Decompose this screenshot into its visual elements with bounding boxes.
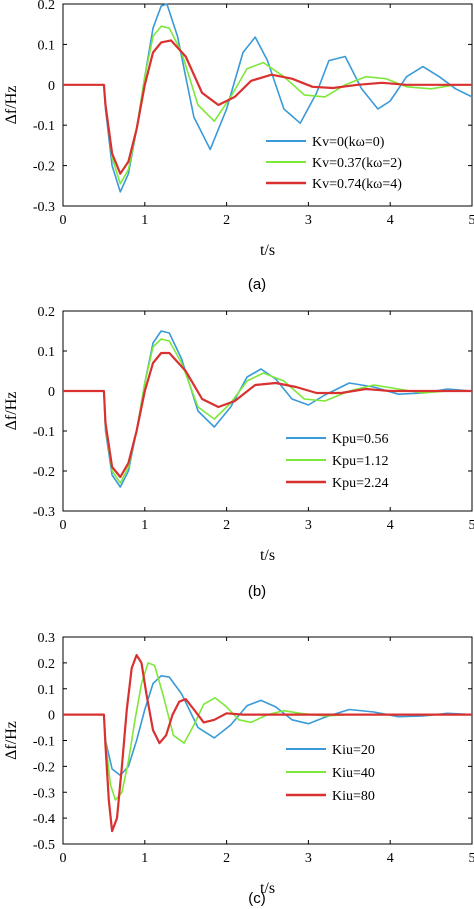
chart-panel-0: 0 1 2 3 4 5 -0.3 -0.2 -0.1 0 0.1 0.2 t/s Δf/Hz (a) Kv=0… [3,0,474,293]
legend: Kpu=0.56 Kpu=1.12 Kpu=2.24 [286,432,389,491]
x-tick-label: 5 [469,213,474,228]
y-tick-label: 0.1 [38,345,56,360]
y-tick-label: 0.1 [38,683,56,698]
y-axis-label: Δf/Hz [3,392,20,431]
y-tick-label: 0.3 [38,631,56,646]
y-tick-label: -0.2 [33,760,55,775]
series-line-0 [63,330,473,488]
legend-entry-0: Kiu=20 [332,743,375,758]
x-tick-label: 0 [60,213,67,228]
y-tick-label: -0.1 [33,735,55,750]
legend-entry-1: Kiu=40 [332,766,375,781]
chart-panel-2: 0 1 2 3 4 5 -0.5 -0.4 -0.3 -0.2 -0.1 0 0.1 0.2 0.3 t/s Δ… [3,631,474,907]
y-tick-label: -0.4 [33,812,55,827]
x-tick-label: 0 [60,851,67,866]
legend-entry-2: Kiu=80 [332,789,375,804]
y-axis-label: Δf/Hz [3,721,20,760]
legend-entry-2: Kpu=2.24 [332,476,389,491]
series-line-2 [63,654,472,833]
y-tick-label: -0.3 [33,200,55,215]
y-axis-label: Δf/Hz [3,86,20,125]
series-line-1 [63,662,472,801]
legend-entry-1: Kv=0.37(kω=2) [312,156,402,171]
panel-caption: (b) [248,583,266,600]
y-tick-label: -0.3 [33,786,55,801]
y-tick-label: 0.2 [38,657,56,672]
y-tick-label: -0.1 [33,119,55,134]
legend-entry-1: Kpu=1.12 [332,454,389,469]
y-tick-label: -0.3 [33,505,55,520]
y-tick-label: 0.2 [38,0,56,13]
x-tick-label: 1 [141,851,148,866]
y-tick-label: 0.1 [38,38,56,53]
y-tick-label: 0 [48,709,55,724]
series-line-2 [63,39,472,175]
x-tick-label: 4 [387,518,394,533]
legend: Kv=0(kω=0) Kv=0.37(kω=2) Kv=0.74(kω=4) [266,135,402,192]
y-tick-label: -0.1 [33,425,55,440]
x-tick-label: 0 [60,518,67,533]
y-tick-label: -0.5 [33,838,55,853]
x-tick-label: 2 [223,851,230,866]
x-axis-label: t/s [260,242,275,259]
x-tick-label: 2 [223,518,230,533]
series-line-0 [63,3,473,193]
x-tick-label: 1 [141,518,148,533]
panel-caption: (a) [248,276,266,293]
x-tick-label: 4 [387,851,394,866]
y-tick-label: 0 [48,385,55,400]
plot-frame [62,3,473,207]
x-tick-label: 3 [305,851,312,866]
x-axis-label: t/s [260,880,275,897]
x-tick-label: 1 [141,213,148,228]
x-axis-label: t/s [260,547,275,564]
series-line-0 [63,675,473,777]
plot-frame [62,310,473,512]
panel-caption: (c) [248,890,266,907]
series-line-1 [63,25,472,185]
legend-entry-0: Kpu=0.56 [332,432,389,447]
x-tick-label: 2 [223,213,230,228]
x-tick-label: 5 [469,518,474,533]
series-line-2 [63,351,472,479]
y-tick-label: -0.2 [33,465,55,480]
x-tick-label: 5 [469,851,474,866]
x-tick-label: 4 [387,213,394,228]
series-line-1 [63,338,472,484]
y-tick-label: 0 [48,79,55,94]
chart-panel-1: 0 1 2 3 4 5 -0.3 -0.2 -0.1 0 0.1 0.2 t/s Δf/Hz (b) Kpu=… [3,305,474,600]
legend: Kiu=20 Kiu=40 Kiu=80 [286,743,375,804]
legend-entry-0: Kv=0(kω=0) [312,135,385,150]
x-tick-label: 3 [305,518,312,533]
y-tick-label: -0.2 [33,160,55,175]
legend-entry-2: Kv=0.74(kω=4) [312,177,402,192]
y-tick-label: 0.2 [38,305,56,320]
x-tick-label: 3 [305,213,312,228]
